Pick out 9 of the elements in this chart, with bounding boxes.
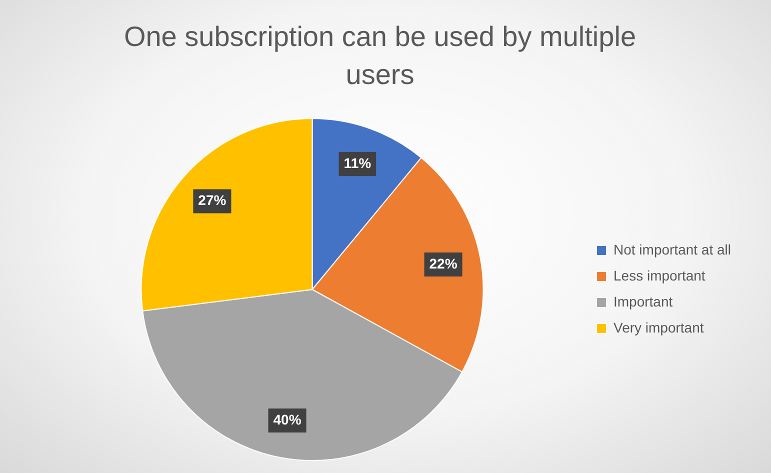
data-label: 27% — [198, 192, 227, 208]
legend-label: Very important — [614, 319, 704, 336]
chart-title: One subscription can be used by multiple users — [122, 20, 638, 92]
legend-label: Not important at all — [614, 241, 732, 258]
legend-label: Important — [614, 293, 673, 310]
data-label: 11% — [344, 154, 372, 171]
data-label: 40% — [273, 411, 302, 428]
legend-label: Less important — [614, 267, 706, 284]
data-label: 22% — [429, 255, 458, 272]
